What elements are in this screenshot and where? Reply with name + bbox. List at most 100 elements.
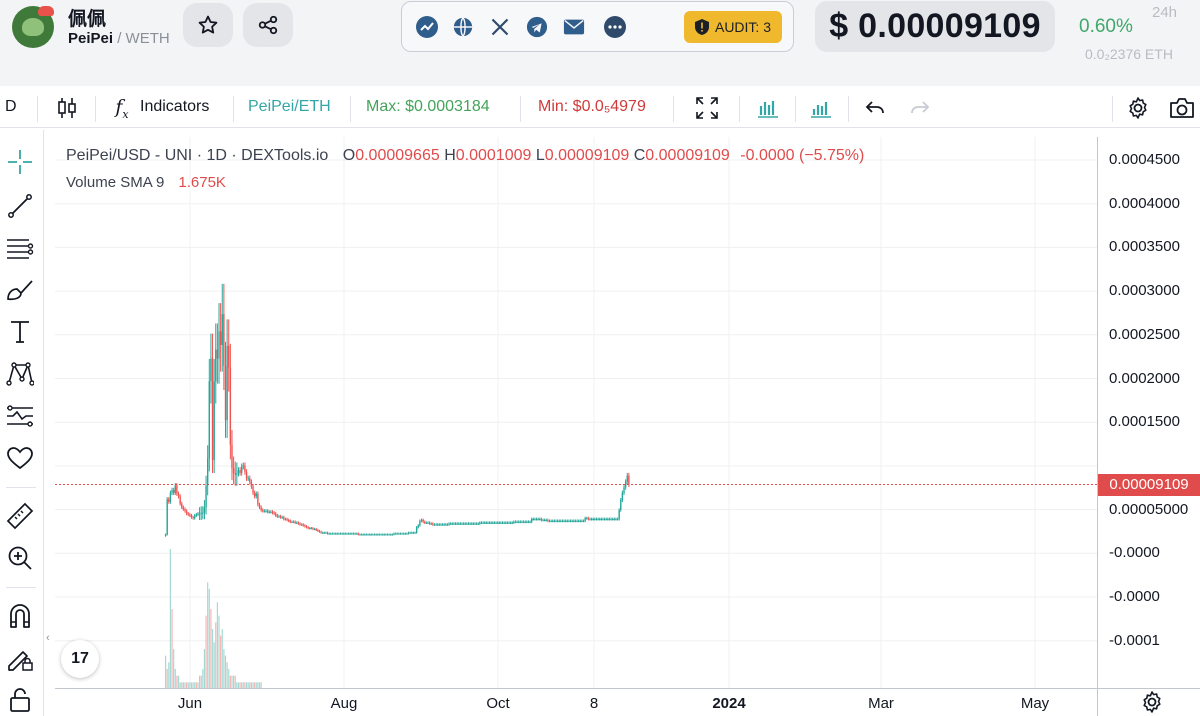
settings-button[interactable]	[1124, 94, 1152, 122]
favorite-button[interactable]	[183, 3, 233, 47]
volume-bar	[186, 682, 188, 689]
candle-body	[354, 533, 356, 535]
pair-toggle[interactable]: PeiPei/ETH	[248, 98, 331, 115]
candles	[164, 283, 630, 537]
candle-body	[181, 503, 183, 508]
candle-body	[386, 534, 389, 536]
candle-body	[221, 314, 223, 345]
candle-body	[501, 522, 504, 524]
candle-body	[472, 523, 475, 525]
undo-button[interactable]	[861, 94, 889, 122]
pair-base: PeiPei	[68, 30, 114, 47]
candle-body	[568, 520, 570, 522]
screenshot-button[interactable]	[1168, 94, 1196, 122]
toolbar-divider	[233, 96, 234, 122]
crosshair-tool[interactable]	[4, 146, 36, 178]
interval-button[interactable]: D	[5, 98, 17, 115]
zoom-tool[interactable]	[4, 542, 36, 574]
bars-button[interactable]	[754, 94, 782, 122]
candle-body	[275, 513, 277, 516]
candle-body	[464, 523, 466, 525]
candle-body	[406, 533, 408, 535]
tradingview-logo[interactable]: 17	[61, 640, 99, 678]
volume-bar	[223, 649, 225, 689]
lock-tool[interactable]	[4, 684, 36, 716]
candle-body	[428, 522, 431, 524]
globe-icon[interactable]	[451, 15, 475, 39]
forecast-tool[interactable]	[4, 400, 36, 432]
volume-bar	[168, 662, 170, 689]
measure-tool[interactable]	[4, 500, 36, 532]
candle-body	[226, 345, 228, 421]
min-price[interactable]: Min: $0.0₅4979	[538, 98, 646, 115]
volume-bars-icon	[811, 102, 831, 118]
price-axis-label: 0.0003500	[1109, 238, 1180, 256]
candle-body	[224, 365, 227, 421]
redo-button[interactable]	[906, 94, 934, 122]
x-icon[interactable]	[488, 15, 512, 39]
candle-body	[432, 523, 434, 525]
chart-toolbar: D fx Indicators PeiPei/ETH Max: $0.00031…	[0, 88, 1200, 128]
collapse-arrow-icon[interactable]: ‹	[46, 632, 50, 644]
candle-body	[169, 492, 172, 502]
tools-divider	[6, 487, 36, 488]
candle-body	[589, 519, 591, 521]
volume-button[interactable]	[807, 94, 835, 122]
candle-body	[255, 493, 257, 497]
trendline-tool[interactable]	[4, 190, 36, 222]
text-tool[interactable]	[4, 316, 36, 348]
indicators-button[interactable]: Indicators	[140, 98, 210, 115]
candle-body	[621, 492, 624, 501]
audit-badge[interactable]: AUDIT: 3	[684, 11, 782, 43]
pattern-tool[interactable]	[4, 358, 36, 390]
share-button[interactable]	[243, 3, 293, 47]
candle-body	[211, 358, 214, 461]
lock-drawing-tool[interactable]	[4, 642, 36, 674]
candle-body	[605, 519, 607, 521]
volume-bar	[192, 682, 194, 689]
candle-body	[265, 510, 267, 512]
candle-body	[346, 533, 348, 535]
telegram-icon[interactable]	[525, 15, 549, 39]
magnet-tool[interactable]	[4, 600, 36, 632]
price-axis-label: -0.0001	[1109, 631, 1160, 649]
volume-bar	[173, 649, 175, 689]
volume-bar	[239, 682, 241, 689]
candle-body	[435, 524, 437, 526]
candle-body	[190, 515, 193, 518]
candle-body	[506, 522, 509, 524]
axis-settings-icon[interactable]	[1140, 690, 1164, 714]
candle-body	[492, 522, 494, 524]
ruler-icon	[6, 502, 34, 530]
volume-bar	[249, 682, 251, 689]
fib-tool[interactable]	[4, 232, 36, 264]
volume-bar	[258, 682, 261, 689]
candle-body	[419, 520, 421, 526]
mail-icon[interactable]	[562, 15, 586, 39]
candle-body	[284, 519, 287, 521]
toolbar-divider	[673, 96, 674, 122]
bar-chart-icon	[758, 101, 778, 118]
candle-body	[281, 517, 283, 519]
pair-label[interactable]: PeiPei / WETH	[68, 30, 170, 47]
candle-body	[292, 521, 295, 523]
candle-body	[309, 528, 311, 530]
candle-body	[234, 472, 236, 475]
candle-body	[511, 522, 513, 524]
candle-type-button[interactable]	[53, 94, 81, 122]
candle-body	[237, 470, 240, 474]
favorites-tool[interactable]	[4, 442, 36, 474]
price-chart[interactable]	[55, 137, 1097, 689]
fullscreen-button[interactable]	[693, 94, 721, 122]
dextools-icon[interactable]	[415, 15, 439, 39]
candle-body	[509, 522, 512, 524]
candle-body	[424, 521, 426, 523]
volume-bars	[164, 549, 262, 689]
max-price[interactable]: Max: $0.0003184	[366, 98, 490, 115]
shield-icon	[694, 19, 709, 35]
candle-body	[556, 520, 559, 522]
magnet-icon	[10, 604, 30, 628]
pencil-lock-icon	[8, 651, 33, 671]
more-icon[interactable]	[603, 15, 627, 39]
brush-tool[interactable]	[4, 274, 36, 306]
